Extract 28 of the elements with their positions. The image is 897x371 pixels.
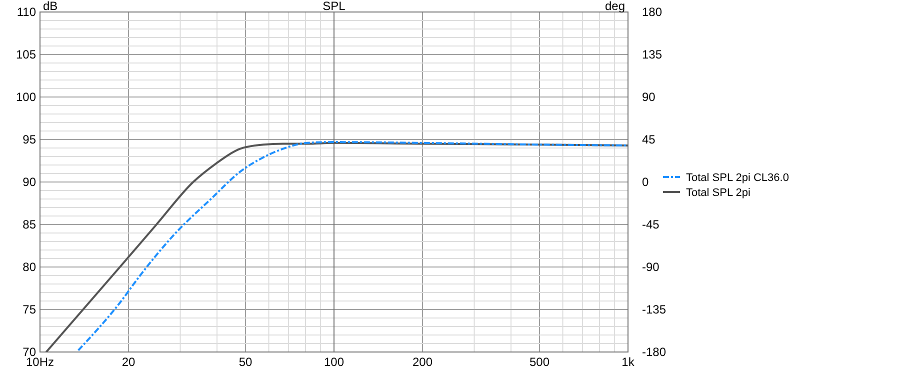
y-axis-title: dB xyxy=(43,0,58,13)
y2-tick-label: -90 xyxy=(642,260,660,274)
y-tick-label: 95 xyxy=(22,132,36,146)
y-tick-label: 80 xyxy=(22,260,36,274)
y-tick-label: 85 xyxy=(22,218,36,232)
x-tick-label: 200 xyxy=(412,355,433,369)
y2-axis-title: deg xyxy=(604,0,625,13)
x-tick-label: 500 xyxy=(529,355,550,369)
x-tick-label: 20 xyxy=(122,355,136,369)
y-tick-label: 100 xyxy=(16,90,36,104)
y2-tick-label: 135 xyxy=(642,48,662,62)
y-tick-label: 90 xyxy=(22,175,36,189)
x-tick-label: 50 xyxy=(238,355,252,369)
y-tick-label: 105 xyxy=(16,48,36,62)
y2-tick-label: 45 xyxy=(642,132,656,146)
y-tick-label: 110 xyxy=(16,5,36,19)
x-tick-label: 1k xyxy=(622,355,636,369)
chart-title: SPL xyxy=(322,0,346,13)
y2-tick-label: -135 xyxy=(642,302,666,316)
x-tick-label: 100 xyxy=(324,355,344,369)
y2-tick-label: -180 xyxy=(642,345,666,359)
y2-tick-label: 90 xyxy=(642,90,656,104)
legend-label: Total SPL 2pi CL36.0 xyxy=(686,172,789,184)
y2-tick-label: -45 xyxy=(642,218,660,232)
y2-tick-label: 180 xyxy=(642,5,662,19)
y-tick-label: 75 xyxy=(22,302,36,316)
legend-label: Total SPL 2pi xyxy=(686,187,750,199)
y2-tick-label: 0 xyxy=(642,175,649,189)
